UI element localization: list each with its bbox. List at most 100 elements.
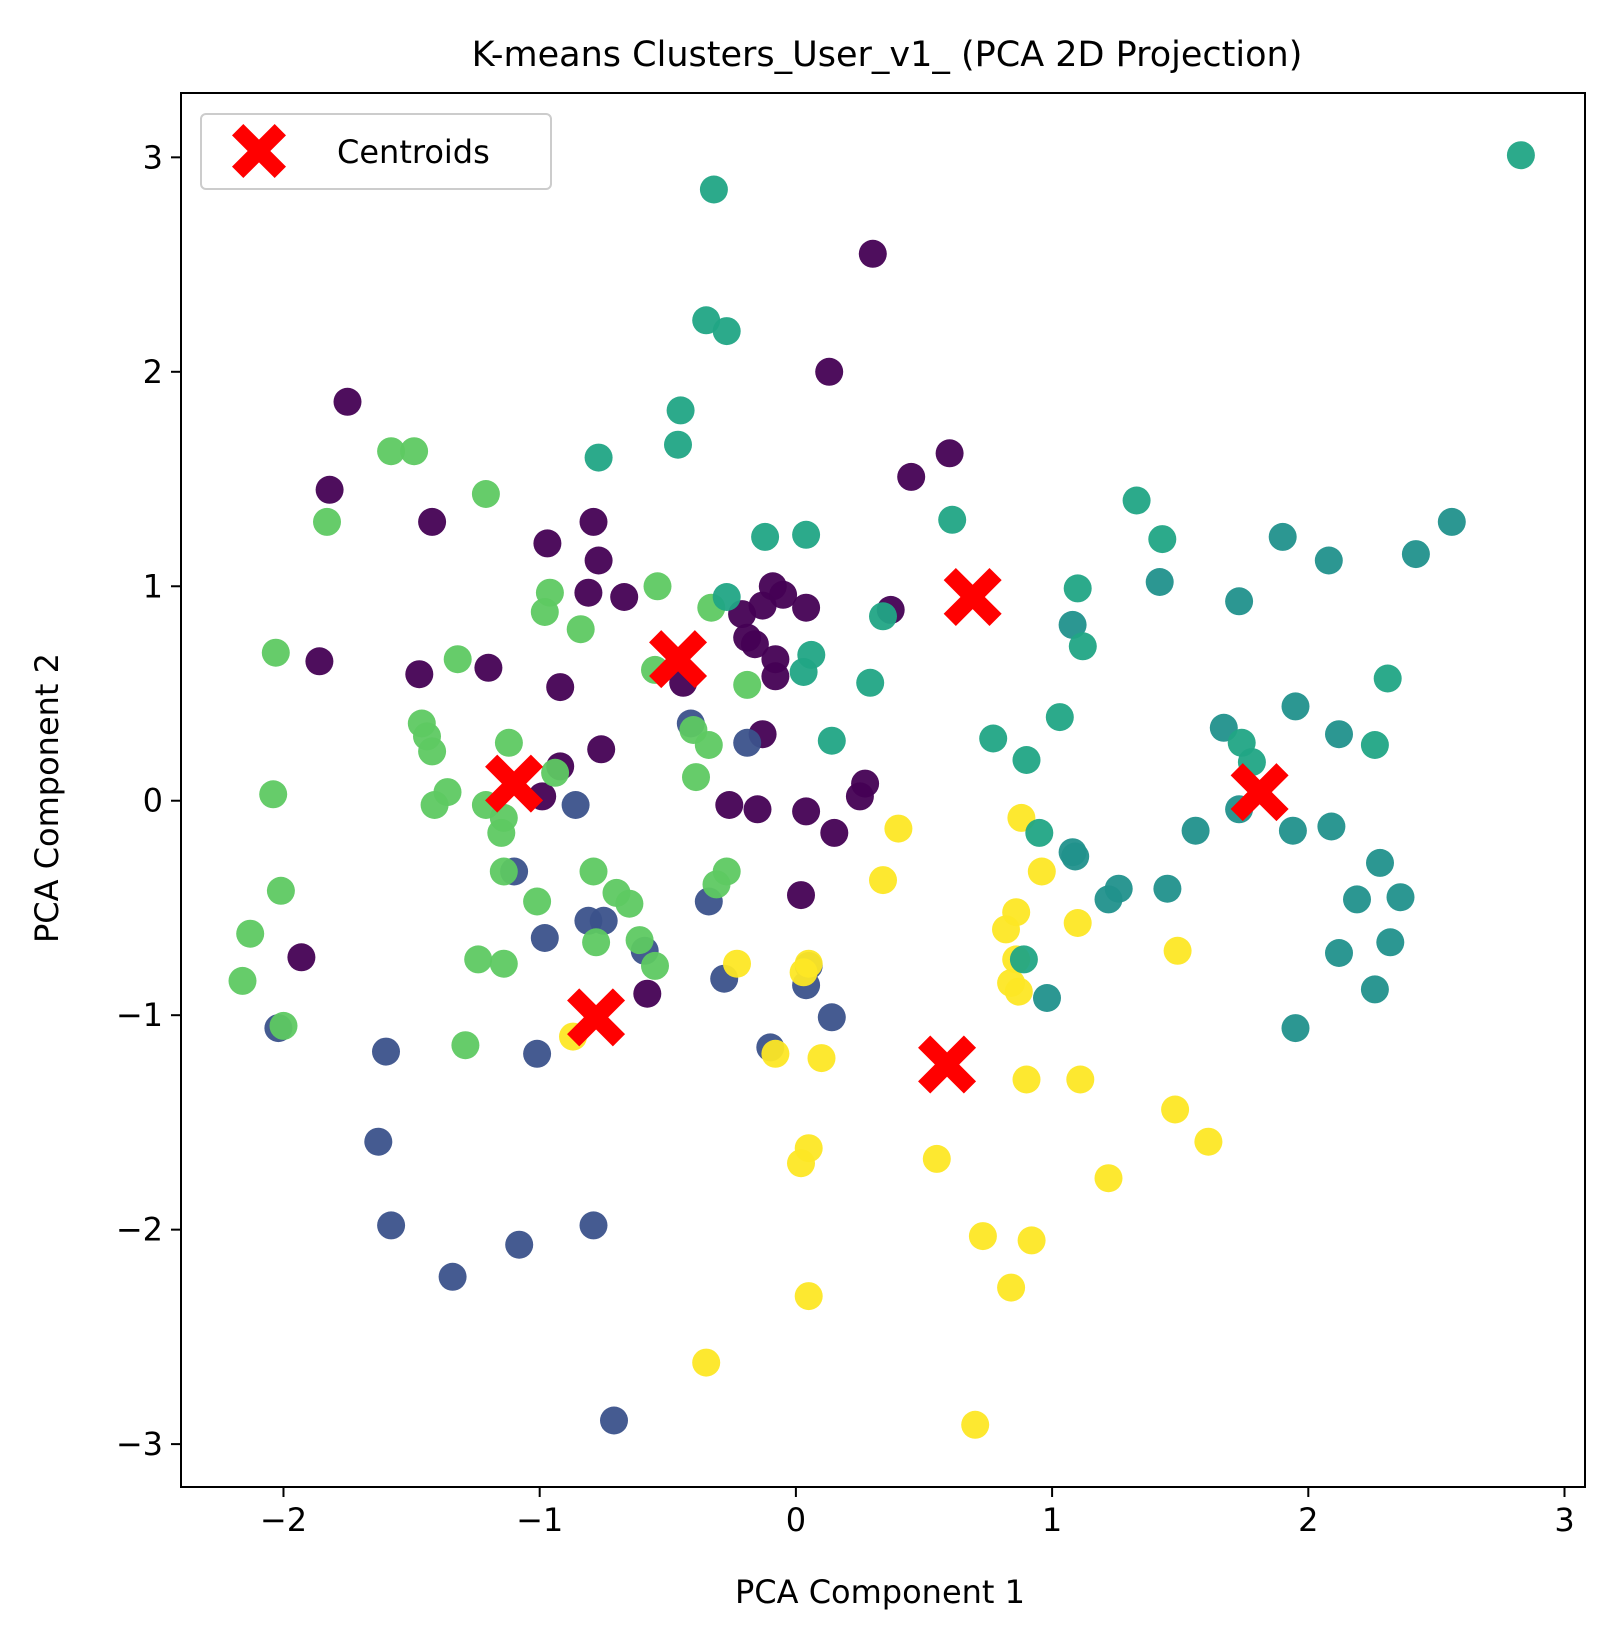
cluster-0-point bbox=[792, 797, 821, 826]
cluster-5-point bbox=[1068, 632, 1097, 661]
cluster-1-point bbox=[600, 1406, 628, 1435]
cluster-0-point bbox=[935, 439, 964, 468]
cluster-4-point bbox=[794, 1282, 823, 1311]
cluster-5-point bbox=[699, 175, 728, 204]
cluster-3-point bbox=[641, 951, 669, 980]
cluster-4-point bbox=[1094, 1164, 1123, 1193]
cluster-1-point bbox=[561, 791, 590, 819]
cluster-3-point bbox=[643, 572, 672, 601]
legend-centroid-marker bbox=[232, 124, 286, 178]
cluster-0-point bbox=[858, 239, 887, 268]
centroid-marker bbox=[649, 630, 708, 689]
cluster-0-point bbox=[740, 630, 769, 659]
cluster-4-point bbox=[922, 1144, 951, 1173]
cluster-5-point bbox=[1009, 945, 1038, 974]
cluster-1-point bbox=[589, 906, 618, 935]
x-tick-label: 2 bbox=[1298, 1501, 1318, 1539]
cluster-1-point bbox=[377, 1211, 406, 1240]
cluster-4-point bbox=[761, 1039, 790, 1068]
cluster-4-point bbox=[1063, 909, 1092, 937]
cluster-2-point bbox=[1437, 507, 1466, 536]
x-tick-label: 3 bbox=[1554, 1501, 1574, 1539]
centroid-marker bbox=[485, 754, 544, 813]
cluster-3-point bbox=[489, 857, 518, 886]
cluster-3-point bbox=[530, 598, 559, 626]
cluster-3-point bbox=[541, 758, 570, 787]
cluster-5-point bbox=[692, 306, 721, 335]
cluster-1-point bbox=[364, 1127, 393, 1156]
cluster-4-point bbox=[884, 814, 913, 843]
cluster-2-point bbox=[1058, 610, 1087, 639]
cluster-2-point bbox=[1033, 984, 1061, 1012]
cluster-5-point bbox=[751, 522, 780, 551]
chart-title: K-means Clusters_User_v1_ (PCA 2D Projec… bbox=[472, 35, 1303, 75]
cluster-0-point bbox=[474, 653, 503, 682]
cluster-0-point bbox=[792, 593, 821, 622]
y-tick-label: −2 bbox=[116, 1211, 163, 1249]
cluster-3-point bbox=[682, 763, 710, 792]
cluster-3-point bbox=[377, 437, 406, 466]
legend-box bbox=[200, 113, 552, 190]
y-axis: −3 −2 −1 0 1 2 3 bbox=[116, 138, 181, 1463]
legend: Centroids bbox=[200, 113, 552, 190]
cluster-3-point bbox=[443, 645, 472, 674]
cluster-2-point bbox=[1317, 812, 1346, 841]
cluster-3-point bbox=[228, 966, 257, 995]
cluster-4-point bbox=[807, 1044, 836, 1073]
cluster-3-point bbox=[313, 507, 341, 536]
cluster-0-point bbox=[820, 818, 849, 847]
cluster-5-point bbox=[938, 505, 967, 534]
cluster-2-point bbox=[1278, 816, 1307, 845]
cluster-2-point bbox=[1366, 848, 1394, 877]
cluster-5-point bbox=[1360, 731, 1389, 759]
cluster-3-point bbox=[261, 638, 290, 667]
cluster-3-point bbox=[236, 919, 265, 948]
cluster-0-point bbox=[761, 662, 790, 691]
cluster-4-point bbox=[1163, 936, 1192, 965]
cluster-3-point bbox=[579, 857, 608, 886]
cluster-2-point bbox=[1376, 928, 1405, 957]
cluster-0-point bbox=[845, 782, 874, 811]
cluster-3-point bbox=[566, 615, 595, 644]
cluster-5-point bbox=[664, 430, 692, 459]
cluster-5-point bbox=[712, 583, 741, 611]
x-tick-label: 0 bbox=[786, 1501, 806, 1539]
plot-frame bbox=[180, 92, 1586, 1488]
cluster-4-point bbox=[723, 949, 751, 978]
cluster-0-point bbox=[287, 943, 316, 972]
cluster-5-point bbox=[666, 396, 695, 425]
y-axis-label: PCA Component 2 bbox=[28, 653, 66, 943]
cluster-2-point bbox=[1386, 883, 1415, 912]
cluster-2-point bbox=[1401, 540, 1430, 569]
cluster-2-point bbox=[1181, 816, 1210, 845]
cluster-3-point bbox=[489, 949, 518, 978]
cluster-5-point bbox=[792, 520, 821, 549]
cluster-3-point bbox=[269, 1011, 298, 1040]
cluster-2-point bbox=[1360, 975, 1389, 1004]
cluster-0-point bbox=[815, 357, 844, 386]
cluster-5-point bbox=[1122, 486, 1151, 515]
cluster-3-point bbox=[615, 889, 644, 918]
y-tick-label: −3 bbox=[116, 1425, 163, 1463]
cluster-4-point bbox=[789, 958, 818, 987]
cluster-4-point bbox=[997, 1273, 1026, 1302]
y-tick-label: 3 bbox=[143, 138, 163, 176]
cluster-0-point bbox=[587, 735, 616, 764]
cluster-4-point bbox=[1066, 1065, 1095, 1094]
cluster-0-point bbox=[769, 580, 798, 609]
cluster-0-point bbox=[333, 387, 362, 416]
cluster-4-point bbox=[1161, 1095, 1190, 1124]
cluster-2-point bbox=[1281, 1014, 1310, 1043]
legend-x-mark bbox=[232, 124, 286, 178]
cluster-5-point bbox=[1063, 574, 1092, 603]
cluster-2-point bbox=[1225, 587, 1254, 616]
cluster-0-point bbox=[305, 647, 334, 676]
cluster-3-point bbox=[420, 791, 449, 819]
plot-area bbox=[181, 93, 1585, 1487]
cluster-4-point bbox=[1027, 857, 1056, 886]
y-tick-label: −1 bbox=[116, 996, 163, 1034]
cluster-0-point bbox=[546, 673, 575, 702]
cluster-3-point bbox=[523, 887, 552, 916]
cluster-2-point bbox=[1153, 874, 1182, 903]
